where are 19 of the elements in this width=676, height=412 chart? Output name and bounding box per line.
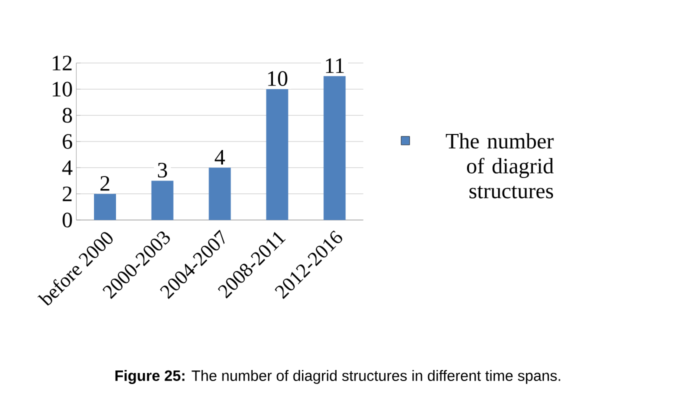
y-tick-label: 12	[52, 56, 72, 70]
data-label: 4	[214, 150, 225, 164]
y-tick-label: 2	[62, 186, 72, 202]
text: Figure 25: The number of diagrid structures in different time spans.	[115, 370, 560, 384]
data-label: 3	[158, 162, 168, 178]
y-tick-label: 8	[62, 108, 72, 123]
bar	[324, 76, 346, 220]
bar	[266, 89, 288, 220]
bar	[208, 168, 231, 220]
y-tick-label: 10	[52, 82, 72, 97]
y-tick-label: 6	[62, 134, 72, 149]
y-tick-label: 4	[62, 160, 72, 175]
bar	[151, 180, 174, 220]
data-label: 10	[268, 71, 288, 86]
data-label: 2	[100, 176, 110, 191]
bar	[94, 194, 116, 220]
data-label: 11	[326, 58, 344, 73]
y-tick-label: 0	[62, 212, 72, 228]
legend-label: The number of diagrid structures	[446, 133, 554, 198]
